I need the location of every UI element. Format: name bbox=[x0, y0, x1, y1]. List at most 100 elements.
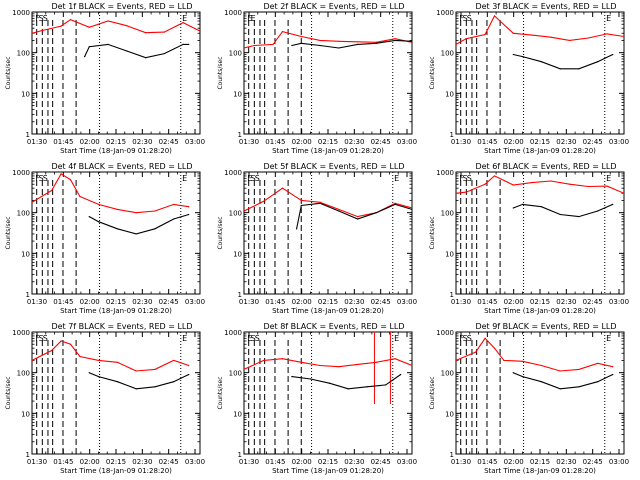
event-rate-point bbox=[578, 386, 580, 388]
lld-rate-point bbox=[338, 366, 340, 368]
x-tick-label: 02:30 bbox=[132, 298, 152, 306]
event-rate-series bbox=[89, 213, 189, 235]
y-axis-label: Counts/sec bbox=[429, 56, 436, 89]
event-rate-point bbox=[107, 43, 109, 45]
lld-rate-point bbox=[69, 19, 72, 21]
lld-rate-point bbox=[199, 30, 200, 32]
y-axis-label: Counts/sec bbox=[217, 216, 224, 249]
marker-label: E bbox=[247, 174, 252, 183]
lld-rate-point bbox=[154, 210, 156, 212]
lld-rate-point bbox=[281, 358, 284, 360]
event-rate-series bbox=[89, 372, 189, 390]
x-tick-label: 03:00 bbox=[185, 138, 205, 146]
event-rate-point bbox=[154, 228, 156, 230]
y-tick-label: 10 bbox=[445, 250, 454, 258]
x-tick-label: 02:00 bbox=[80, 298, 100, 306]
lld-rate-series bbox=[32, 18, 200, 34]
y-tick-label: 100 bbox=[229, 50, 242, 58]
event-rate-point bbox=[291, 376, 293, 378]
marker-label: E bbox=[182, 334, 187, 343]
lld-rate-point bbox=[281, 187, 284, 189]
x-tick-label: 02:00 bbox=[292, 138, 312, 146]
y-tick-label: 1 bbox=[450, 451, 454, 459]
lld-rate-point bbox=[79, 355, 81, 358]
y-tick-label: 1000 bbox=[436, 9, 454, 17]
x-tick-label: 02:00 bbox=[504, 458, 524, 466]
marker-label: S bbox=[463, 14, 468, 23]
event-rate-point bbox=[88, 46, 90, 48]
plot-area bbox=[244, 332, 412, 454]
lld-rate-point bbox=[135, 212, 137, 214]
plot-frame bbox=[31, 331, 201, 455]
lld-rate-point bbox=[394, 358, 396, 360]
marker-label: S bbox=[467, 334, 472, 343]
lld-rate-point bbox=[60, 173, 62, 175]
x-tick-label: 02:15 bbox=[530, 138, 550, 146]
x-tick-label: 02:15 bbox=[530, 458, 550, 466]
lld-rate-point bbox=[356, 41, 359, 43]
plot-area bbox=[456, 172, 624, 294]
x-tick-label: 02:45 bbox=[159, 138, 179, 146]
x-tick-label: 03:00 bbox=[185, 298, 205, 306]
event-rate-point bbox=[83, 56, 86, 58]
lld-rate-point bbox=[550, 36, 552, 38]
lld-rate-point bbox=[69, 343, 72, 345]
marker-label: S bbox=[43, 334, 48, 343]
y-tick-label: 10 bbox=[445, 90, 454, 98]
lld-rate-point bbox=[612, 366, 614, 368]
lld-rate-point bbox=[587, 185, 589, 188]
lld-rate-point bbox=[263, 359, 265, 362]
y-tick-label: 1 bbox=[238, 451, 242, 459]
lld-rate-point bbox=[587, 37, 589, 39]
marker-label: S bbox=[39, 14, 44, 23]
x-tick-label: 01:45 bbox=[265, 138, 285, 146]
lld-rate-point bbox=[456, 192, 457, 194]
chart-panel-1: Det 1f BLACK = Events, RED = LLD Counts/s… bbox=[5, 2, 205, 155]
event-rate-point bbox=[188, 43, 190, 45]
lld-rate-point bbox=[456, 43, 457, 45]
event-rate-point bbox=[522, 56, 524, 58]
marker-label: F bbox=[35, 334, 40, 343]
x-tick-label: 02:00 bbox=[80, 458, 100, 466]
plot-frame bbox=[455, 171, 625, 295]
chart-title: Det 1f BLACK = Events, RED = LLD bbox=[51, 2, 192, 11]
y-tick-label: 1000 bbox=[224, 169, 242, 177]
x-axis-label: Start Time (18-Jan-09 01:28:20) bbox=[272, 307, 384, 315]
lld-rate-point bbox=[531, 181, 533, 184]
event-rate-point bbox=[559, 68, 561, 70]
event-rate-point bbox=[375, 42, 377, 44]
lld-rate-point bbox=[88, 26, 90, 28]
lld-rate-point bbox=[32, 201, 33, 203]
chart-title: Det 3f BLACK = Events, RED = LLD bbox=[475, 2, 616, 11]
marker-label: F bbox=[35, 14, 40, 23]
x-tick-label: 02:30 bbox=[344, 298, 364, 306]
plot-frame bbox=[31, 11, 201, 135]
lld-rate-point bbox=[338, 40, 340, 42]
x-tick-label: 03:00 bbox=[397, 298, 417, 306]
lld-rate-point bbox=[126, 25, 128, 27]
x-tick-label: 01:30 bbox=[27, 298, 47, 306]
plot-area bbox=[244, 172, 412, 294]
marker-label: S bbox=[251, 334, 256, 343]
chart-panel-3: Det 3f BLACK = Events, RED = LLD Counts/s… bbox=[429, 2, 629, 155]
event-rate-point bbox=[394, 39, 396, 42]
event-rate-series bbox=[291, 374, 402, 390]
event-rate-point bbox=[173, 218, 175, 220]
lld-rate-point bbox=[60, 25, 62, 27]
y-tick-label: 100 bbox=[17, 370, 30, 378]
y-axis-label: Counts/sec bbox=[217, 56, 224, 89]
y-tick-label: 10 bbox=[21, 410, 30, 418]
marker-label: E bbox=[606, 14, 611, 23]
chart-panel-2: Det 2f BLACK = Events, RED = LLD Counts/s… bbox=[217, 2, 417, 155]
lld-rate-point bbox=[503, 359, 505, 362]
event-rate-series bbox=[291, 39, 412, 49]
lld-rate-point bbox=[578, 368, 580, 371]
event-rate-point bbox=[612, 203, 614, 205]
marker-label: S bbox=[467, 174, 472, 183]
marker-label: E bbox=[394, 334, 399, 343]
y-tick-label: 100 bbox=[441, 370, 454, 378]
lld-rate-point bbox=[550, 180, 552, 182]
marker-label: E bbox=[606, 174, 611, 183]
event-rate-point bbox=[319, 202, 321, 204]
